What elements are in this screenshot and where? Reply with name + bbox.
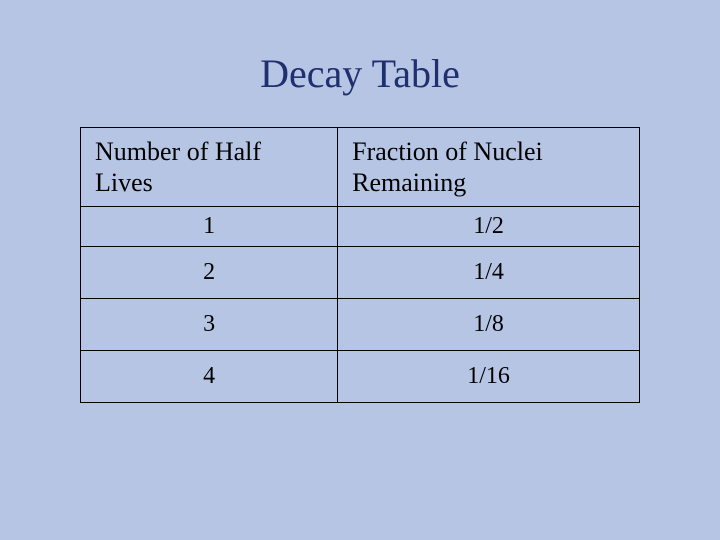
table-cell: 3	[81, 299, 338, 351]
table-row: 2 1/4	[81, 247, 640, 299]
table-row: 3 1/8	[81, 299, 640, 351]
table-row: 1 1/2	[81, 207, 640, 247]
column-header-fraction: Fraction of Nuclei Remaining	[338, 128, 640, 207]
table-cell: 2	[81, 247, 338, 299]
table-cell: 1/4	[338, 247, 640, 299]
table-row: 4 1/16	[81, 351, 640, 403]
table-cell: 1/16	[338, 351, 640, 403]
table-header-row: Number of Half Lives Fraction of Nuclei …	[81, 128, 640, 207]
decay-table: Number of Half Lives Fraction of Nuclei …	[80, 127, 640, 403]
table-cell: 4	[81, 351, 338, 403]
table-cell: 1/2	[338, 207, 640, 247]
column-header-half-lives: Number of Half Lives	[81, 128, 338, 207]
table-cell: 1	[81, 207, 338, 247]
decay-table-container: Number of Half Lives Fraction of Nuclei …	[80, 127, 640, 403]
table-cell: 1/8	[338, 299, 640, 351]
page-title: Decay Table	[260, 50, 460, 97]
